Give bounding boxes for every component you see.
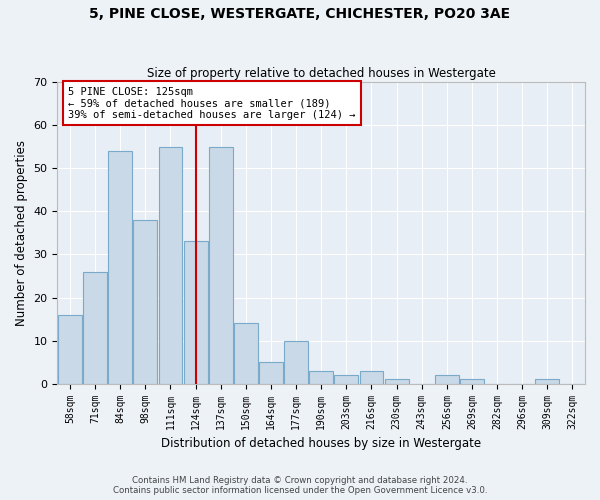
Bar (435, 375, 459, 384)
Bar (133, 220, 157, 384)
Bar (184, 242, 208, 384)
Y-axis label: Number of detached properties: Number of detached properties (15, 140, 28, 326)
Bar (209, 146, 233, 384)
X-axis label: Distribution of detached houses by size in Westergate: Distribution of detached houses by size … (161, 437, 481, 450)
Bar (234, 324, 258, 384)
Bar (385, 380, 409, 384)
Bar (83, 272, 107, 384)
Text: Contains HM Land Registry data © Crown copyright and database right 2024.
Contai: Contains HM Land Registry data © Crown c… (113, 476, 487, 495)
Bar (158, 146, 182, 384)
Text: 5, PINE CLOSE, WESTERGATE, CHICHESTER, PO20 3AE: 5, PINE CLOSE, WESTERGATE, CHICHESTER, P… (89, 8, 511, 22)
Bar (535, 380, 559, 384)
Bar (309, 371, 333, 384)
Title: Size of property relative to detached houses in Westergate: Size of property relative to detached ho… (147, 66, 496, 80)
Bar (58, 314, 82, 384)
Bar (334, 375, 358, 384)
Bar (284, 340, 308, 384)
Bar (259, 362, 283, 384)
Bar (359, 371, 383, 384)
Bar (108, 151, 132, 384)
Bar (460, 380, 484, 384)
Text: 5 PINE CLOSE: 125sqm
← 59% of detached houses are smaller (189)
39% of semi-deta: 5 PINE CLOSE: 125sqm ← 59% of detached h… (68, 86, 355, 120)
